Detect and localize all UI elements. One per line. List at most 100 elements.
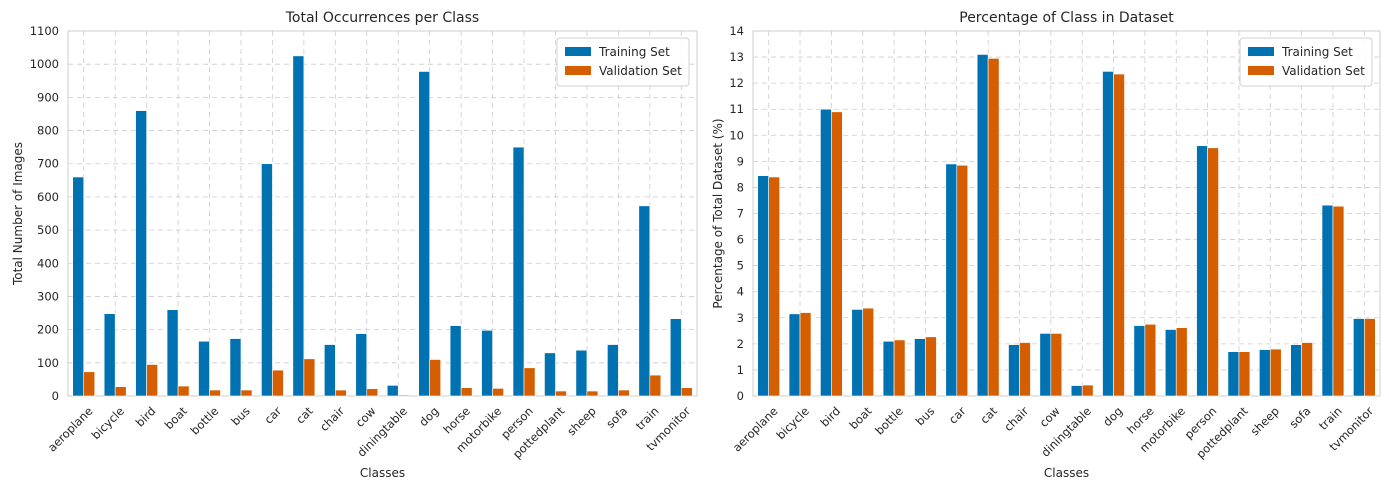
y-tick-label: 0 bbox=[52, 389, 59, 403]
bar-training-bird bbox=[820, 108, 832, 397]
y-tick-label: 1100 bbox=[30, 24, 59, 38]
x-tick-label: bird bbox=[818, 404, 844, 430]
bar-training-sofa bbox=[1290, 344, 1302, 397]
bar-training-train bbox=[1321, 204, 1334, 397]
bar-validation-sheep bbox=[1269, 348, 1282, 397]
bar-validation-cat bbox=[303, 358, 316, 397]
x-tick-label: sofa bbox=[1286, 404, 1313, 431]
x-tick-label: car bbox=[262, 404, 285, 427]
bar-training-person bbox=[1196, 145, 1208, 397]
y-tick-label: 11 bbox=[729, 102, 744, 116]
legend-label-training: Training Set bbox=[598, 45, 670, 59]
bar-training-bicycle bbox=[103, 313, 116, 397]
bar-validation-dog bbox=[1113, 73, 1125, 397]
bar-validation-pottedplant bbox=[1238, 351, 1251, 397]
y-tick-label: 2 bbox=[737, 337, 744, 351]
bar-training-bicycle bbox=[788, 313, 801, 397]
bar-training-cow bbox=[1039, 333, 1052, 397]
chart-title: Total Occurrences per Class bbox=[285, 10, 479, 26]
bar-validation-aeroplane bbox=[768, 176, 780, 397]
bar-training-bus bbox=[229, 338, 242, 397]
bar-training-cat bbox=[976, 54, 989, 397]
bar-training-chair bbox=[324, 344, 336, 397]
x-tick-label: sheep bbox=[564, 404, 598, 438]
x-axis-label: Classes bbox=[1044, 466, 1089, 480]
bar-validation-bus bbox=[925, 336, 937, 397]
bar-validation-sofa bbox=[618, 389, 630, 397]
bar-training-horse bbox=[1133, 325, 1146, 397]
y-tick-label: 6 bbox=[737, 233, 744, 247]
bar-validation-bird bbox=[831, 111, 843, 397]
bar-training-train bbox=[638, 205, 651, 397]
y-tick-label: 7 bbox=[737, 207, 744, 221]
bar-training-diningtable bbox=[386, 385, 399, 397]
y-tick-label: 800 bbox=[37, 124, 59, 138]
x-tick-label: bird bbox=[133, 404, 159, 430]
legend: Training Set Validation Set bbox=[1239, 37, 1373, 87]
bar-validation-person bbox=[1207, 147, 1219, 397]
bar-training-bird bbox=[135, 110, 147, 397]
bar-validation-pottedplant bbox=[555, 390, 567, 397]
bar-training-pottedplant bbox=[1227, 351, 1240, 397]
x-tick-label: bottle bbox=[188, 404, 222, 438]
bar-validation-motorbike bbox=[1175, 327, 1188, 397]
bar-training-bottle bbox=[198, 340, 210, 397]
bar-validation-cow bbox=[366, 388, 379, 397]
x-tick-label: boat bbox=[846, 404, 875, 433]
bar-training-motorbike bbox=[1164, 329, 1177, 397]
y-tick-label: 500 bbox=[37, 223, 59, 237]
x-tick-label: bicycle bbox=[774, 404, 812, 442]
x-tick-label: bicycle bbox=[89, 404, 127, 442]
bar-training-aeroplane bbox=[72, 176, 85, 397]
y-axis-label: Percentage of Total Dataset (%) bbox=[711, 118, 725, 308]
y-tick-label: 0 bbox=[737, 389, 744, 403]
legend: Training Set Validation Set bbox=[556, 37, 690, 87]
bar-training-cat bbox=[292, 55, 305, 397]
x-tick-label: cow bbox=[1037, 404, 1063, 430]
bar-validation-horse bbox=[1144, 324, 1157, 397]
bar-training-chair bbox=[1008, 344, 1020, 397]
bar-validation-motorbike bbox=[492, 388, 504, 397]
y-tick-label: 200 bbox=[37, 323, 59, 337]
bar-training-dog bbox=[418, 71, 430, 397]
x-tick-label: sheep bbox=[1248, 404, 1282, 438]
bar-validation-cat bbox=[987, 58, 1000, 397]
x-tick-label: sofa bbox=[603, 404, 630, 431]
bar-validation-bottle bbox=[209, 389, 221, 397]
bar-training-diningtable bbox=[1070, 385, 1083, 397]
bar-validation-horse bbox=[460, 387, 473, 397]
legend-label-training: Training Set bbox=[1281, 45, 1353, 59]
y-tick-label: 300 bbox=[37, 289, 59, 303]
bar-validation-boat bbox=[177, 385, 190, 397]
x-tick-label: bottle bbox=[872, 404, 906, 438]
legend-swatch-training bbox=[565, 47, 591, 56]
bar-training-aeroplane bbox=[757, 175, 769, 397]
x-tick-label: chair bbox=[317, 404, 347, 434]
x-tick-label: car bbox=[946, 404, 969, 427]
y-tick-label: 900 bbox=[37, 90, 59, 104]
y-tick-label: 1000 bbox=[30, 57, 59, 71]
chart-panel-1: 0 100 200 300 400 500 600 700 800 900 1000 1100 aero… bbox=[11, 10, 698, 480]
bar-validation-sheep bbox=[586, 390, 599, 397]
bar-validation-bicycle bbox=[799, 312, 812, 397]
x-tick-label: chair bbox=[1001, 404, 1031, 434]
bar-validation-boat bbox=[862, 307, 874, 397]
x-tick-label: aeroplane bbox=[730, 404, 781, 455]
bar-validation-chair bbox=[335, 389, 347, 397]
bar-validation-tvmonitor bbox=[680, 387, 693, 397]
y-tick-label: 1 bbox=[737, 363, 744, 377]
legend-swatch-validation bbox=[1248, 66, 1274, 75]
y-tick-label: 13 bbox=[729, 50, 744, 64]
y-tick-label: 12 bbox=[729, 76, 744, 90]
y-tick-label: 8 bbox=[737, 180, 744, 194]
bar-training-boat bbox=[851, 309, 864, 397]
legend-label-validation: Validation Set bbox=[1282, 64, 1365, 78]
x-tick-label: dog bbox=[1100, 404, 1125, 429]
bar-validation-bottle bbox=[893, 339, 906, 397]
bar-training-bottle bbox=[882, 340, 895, 397]
bar-training-car bbox=[261, 163, 273, 397]
bar-training-sheep bbox=[575, 349, 588, 397]
bar-training-sheep bbox=[1259, 349, 1271, 397]
y-tick-label: 600 bbox=[37, 190, 59, 204]
